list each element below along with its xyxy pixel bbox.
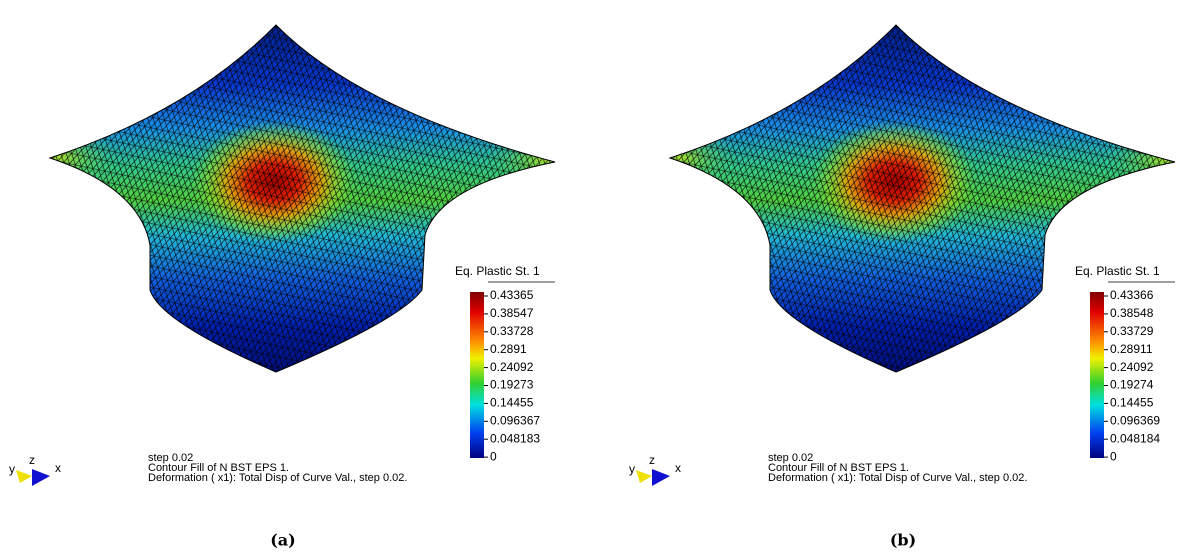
axis-y-arrow: [16, 470, 32, 483]
legend-title: Eq. Plastic St. 1: [1075, 264, 1160, 278]
caption: (a): [270, 531, 296, 550]
axis-label-z: z: [649, 453, 655, 467]
colorbar-label: 0.24092: [490, 360, 534, 374]
panel: Eq. Plastic St. 1 0.43365 0.38547 0.33728 0.…: [0, 0, 620, 550]
colorbar-label: 0.43366: [1110, 288, 1154, 302]
colorbar-label: 0.14455: [1110, 396, 1154, 410]
axis-label-y: y: [9, 462, 15, 476]
colorbar-label: 0: [490, 449, 497, 463]
mesh: [0, 0, 620, 400]
colorbar-label: 0.2891: [490, 342, 527, 356]
contour-plot: [0, 0, 620, 400]
colorbar-label: 0.19273: [490, 378, 534, 392]
figure: Eq. Plastic St. 1 0.43365 0.38547 0.33728 0.…: [0, 0, 1184, 560]
info-line: Deformation ( x1): Total Disp of Curve V…: [148, 472, 407, 484]
colorbar-label: 0.43365: [490, 288, 534, 302]
colorbar-label: 0: [1110, 449, 1117, 463]
legend-title: Eq. Plastic St. 1: [455, 264, 540, 278]
panels: Eq. Plastic St. 1 0.43365 0.38547 0.33728 0.…: [0, 0, 1184, 550]
colorbar-label: 0.28911: [1110, 342, 1153, 356]
axis-y-arrow: [636, 470, 652, 483]
axis-x-arrow: [652, 469, 670, 486]
colorbar-label: 0.048183: [490, 431, 540, 445]
axis-label-x: x: [55, 461, 61, 475]
axis-label-y: y: [629, 462, 635, 476]
colorbar-label: 0.24092: [1110, 360, 1154, 374]
axis-x-arrow: [32, 469, 50, 486]
colorbar: [1090, 292, 1104, 458]
colorbar-label: 0.096367: [490, 413, 540, 427]
caption: (b): [890, 531, 916, 550]
colorbar-label: 0.33729: [1110, 324, 1154, 338]
info-line: Deformation ( x1): Total Disp of Curve V…: [768, 472, 1027, 484]
colorbar-label: 0.38548: [1110, 306, 1154, 320]
colorbar-label: 0.38547: [490, 306, 534, 320]
colorbar-label: 0.33728: [490, 324, 534, 338]
colorbar-label: 0.19274: [1110, 378, 1154, 392]
panel: Eq. Plastic St. 1 0.43366 0.38548 0.33729 0.…: [620, 0, 1184, 550]
axis-label-x: x: [675, 461, 681, 475]
axis-label-z: z: [29, 453, 35, 467]
colorbar: [470, 292, 484, 458]
colorbar-label: 0.096369: [1110, 413, 1160, 427]
colorbar-label: 0.14455: [490, 396, 534, 410]
colorbar-label: 0.048184: [1110, 431, 1160, 445]
